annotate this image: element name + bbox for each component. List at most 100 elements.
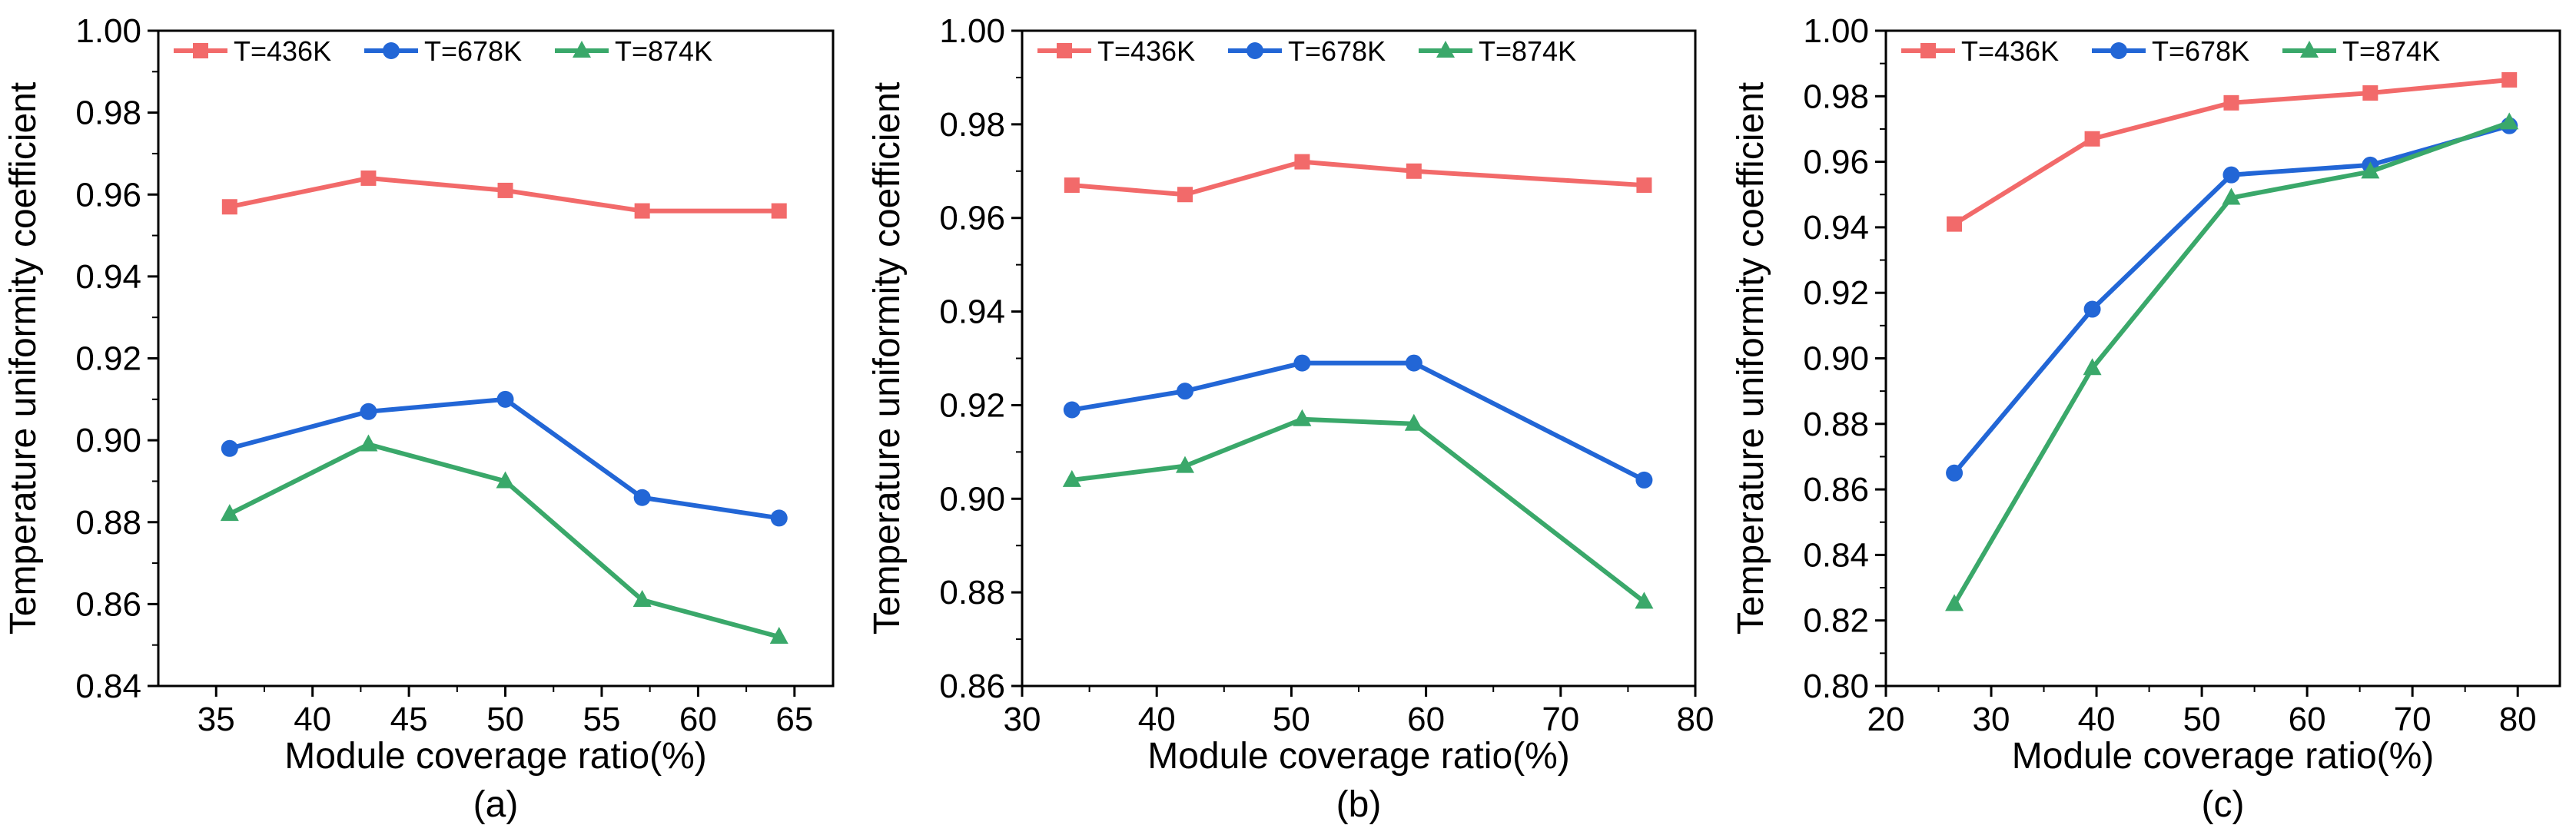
legend-label: T=678K <box>1288 35 1386 67</box>
x-tick-label: 50 <box>1273 701 1310 738</box>
y-tick-label: 0.88 <box>1803 406 1869 443</box>
data-point <box>1947 216 1963 232</box>
legend-marker <box>2110 42 2127 59</box>
y-tick-label: 1.00 <box>75 12 141 50</box>
data-point <box>2362 85 2378 101</box>
data-point <box>632 590 652 608</box>
legend-label: T=678K <box>424 35 522 67</box>
data-point <box>1063 401 1081 419</box>
legend-label: T=436K <box>1961 35 2059 67</box>
series-t436k <box>1947 71 2518 232</box>
data-point <box>769 627 788 644</box>
series-t678k <box>1946 117 2518 482</box>
data-point <box>1175 456 1194 473</box>
data-point <box>771 203 787 219</box>
series-t678k <box>1063 354 1653 489</box>
legend-marker <box>573 41 591 58</box>
data-point <box>2222 187 2241 205</box>
series-t874k <box>220 434 788 644</box>
data-point <box>360 403 377 420</box>
data-point <box>496 390 514 408</box>
y-tick-label: 0.82 <box>1803 602 1869 640</box>
y-tick-label: 1.00 <box>939 12 1005 50</box>
data-point <box>633 489 651 506</box>
y-tick-label: 0.96 <box>939 200 1005 237</box>
x-axis-title: Module coverage ratio(%) <box>1147 736 1570 777</box>
plot-frame <box>1021 29 1697 688</box>
x-tick-label: 65 <box>775 701 813 738</box>
y-tick-label: 0.94 <box>75 258 141 296</box>
data-point <box>2500 112 2519 130</box>
data-point <box>1293 409 1312 426</box>
legend-marker <box>1920 43 1936 58</box>
y-tick-label: 0.94 <box>1803 209 1869 247</box>
data-point <box>2223 94 2239 111</box>
y-tick-label: 0.98 <box>939 106 1005 144</box>
x-axis-title: Module coverage ratio(%) <box>2012 736 2435 777</box>
x-tick-label: 50 <box>2183 701 2221 738</box>
legend-marker <box>383 42 400 59</box>
y-tick-label: 0.88 <box>939 574 1005 611</box>
legend-marker <box>193 43 208 58</box>
panel-a: 35 40 45 50 55 60 65 0.84 0.86 0.88 0.90 0.92 0.94 0.… <box>3 12 835 825</box>
panel-b: 30 40 50 60 70 80 0.86 0.88 0.90 0.92 0.94 0.96 0.98… <box>867 12 1714 825</box>
x-tick-label: 30 <box>1973 701 2010 738</box>
data-point <box>1945 594 1964 611</box>
series-t436k <box>1064 154 1652 203</box>
data-point <box>2084 131 2100 147</box>
x-tick-label: 35 <box>198 701 235 738</box>
x-tick-label: 40 <box>1138 701 1176 738</box>
panel-caption: (b) <box>1336 784 1382 825</box>
data-point <box>221 199 237 215</box>
y-tick-label: 0.92 <box>1803 274 1869 312</box>
y-tick-label: 0.98 <box>75 94 141 132</box>
data-point <box>1635 591 1654 609</box>
plot-frame <box>157 29 835 688</box>
data-point <box>1294 154 1310 170</box>
y-axis-title: Temperature uniformity coefficient <box>1731 82 1771 635</box>
series-line <box>1071 416 1646 604</box>
y-tick-label: 0.94 <box>939 293 1005 331</box>
x-tick-label: 40 <box>294 701 331 738</box>
legend-marker <box>1247 42 1263 59</box>
legend: T=436K T=678K T=874K <box>174 35 712 67</box>
data-point <box>1062 469 1081 487</box>
data-point <box>221 439 238 457</box>
legend-label: T=874K <box>2342 35 2440 67</box>
y-tick-label: 0.86 <box>75 585 141 623</box>
y-tick-label: 0.86 <box>1803 471 1869 509</box>
data-point <box>1293 354 1311 372</box>
x-tick-label: 60 <box>2289 701 2326 738</box>
x-tick-label: 30 <box>1004 701 1041 738</box>
x-tick-label: 55 <box>583 701 620 738</box>
y-tick-label: 0.80 <box>1803 668 1869 705</box>
plot-frame <box>1884 29 2561 688</box>
data-point <box>2222 166 2240 184</box>
y-tick-label: 0.84 <box>75 668 141 705</box>
legend-label: T=436K <box>234 35 331 67</box>
x-tick-label: 70 <box>2394 701 2432 738</box>
data-point <box>1635 471 1653 489</box>
legend: T=436K T=678K T=874K <box>1037 35 1576 67</box>
data-point <box>2083 300 2101 318</box>
panel-caption: (a) <box>473 784 519 825</box>
y-tick-label: 0.96 <box>1803 144 1869 181</box>
series-line <box>1071 159 1645 197</box>
data-point <box>1064 177 1080 194</box>
series-t874k <box>1945 112 2519 611</box>
series-t436k <box>221 170 787 219</box>
data-point <box>770 509 788 527</box>
y-tick-label: 0.90 <box>1803 340 1869 378</box>
data-point <box>497 182 513 198</box>
legend-label: T=678K <box>2152 35 2249 67</box>
data-point <box>2361 161 2380 179</box>
data-point <box>2501 71 2518 88</box>
x-tick-label: 70 <box>1542 701 1579 738</box>
x-axis-title: Module coverage ratio(%) <box>284 736 707 777</box>
legend-label: T=874K <box>1479 35 1576 67</box>
x-tick-label: 60 <box>679 701 717 738</box>
data-point <box>634 203 650 219</box>
data-point <box>496 471 515 489</box>
data-point <box>1406 163 1422 179</box>
